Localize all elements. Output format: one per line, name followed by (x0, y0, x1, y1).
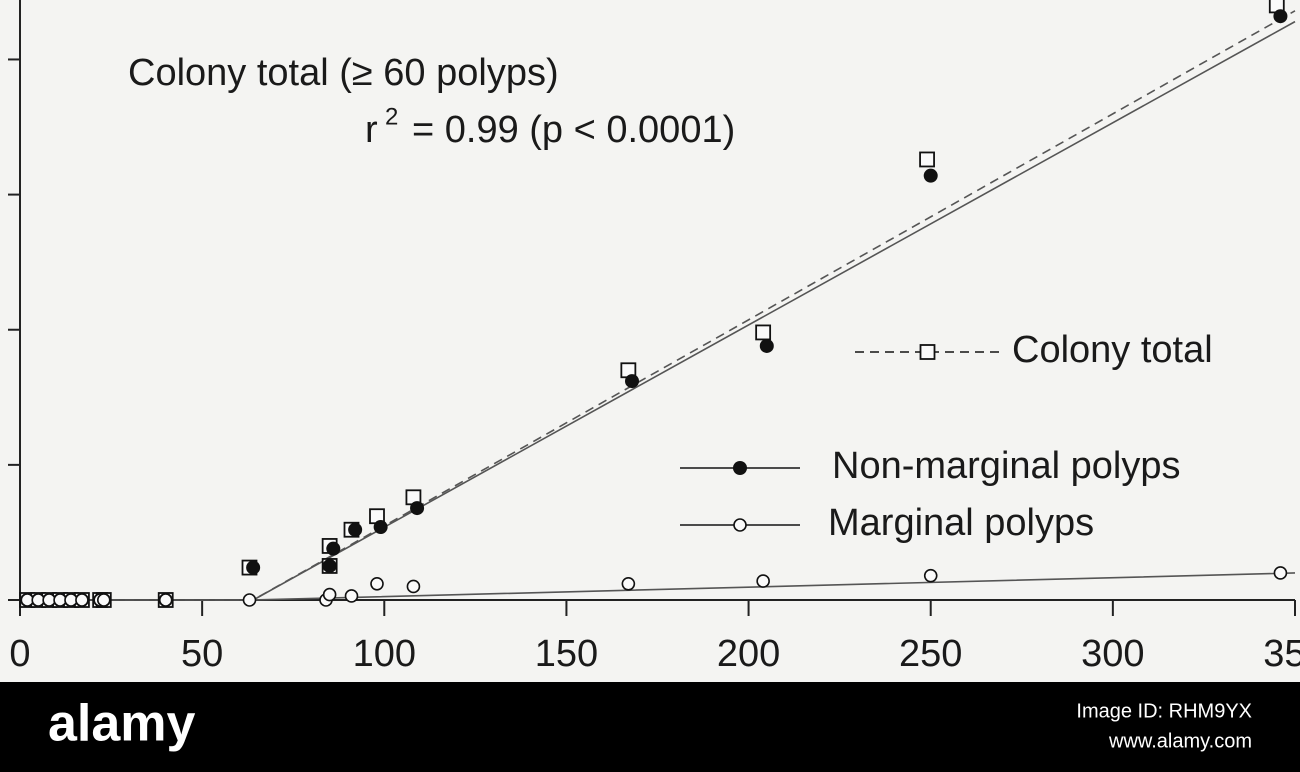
marker-filled (759, 338, 774, 353)
marker-open (242, 593, 257, 607)
marker-open (370, 576, 384, 591)
watermark-banner (0, 682, 1300, 772)
watermark-brand: alamy (48, 695, 196, 753)
x-tick-label: 250 (899, 633, 962, 675)
marker-filled (410, 501, 425, 516)
x-tick-label: 100 (353, 633, 416, 675)
plot-background (0, 0, 1300, 682)
marker-open (96, 593, 111, 607)
marker-open (1273, 566, 1288, 580)
marker-open (406, 579, 421, 594)
marker-filled (923, 168, 938, 183)
marker-square (755, 324, 772, 341)
watermark-id: Image ID: RHM9YX (1076, 700, 1252, 722)
legend-label: Non-marginal polyps (832, 445, 1181, 487)
marker-open (344, 589, 359, 603)
marker-open (756, 574, 770, 588)
marker-open (158, 593, 173, 607)
marker-filled (348, 522, 363, 537)
marker-open (322, 587, 337, 602)
annotation-superscript: 2 (385, 103, 398, 130)
annotation-r: r (365, 109, 378, 151)
marker-filled (246, 560, 261, 575)
marker-open (923, 568, 938, 583)
marker-filled (625, 374, 639, 389)
x-tick-label: 300 (1081, 633, 1144, 675)
marker-open (621, 576, 636, 591)
x-tick-label: 200 (717, 633, 780, 675)
marker-open (75, 593, 89, 607)
legend-label: Colony total (1012, 329, 1213, 371)
marker-filled (1273, 9, 1288, 24)
legend-label: Marginal polyps (828, 502, 1094, 544)
annotation: Colony total (≥ 60 polyps) (128, 52, 559, 94)
x-tick-label: 0 (9, 633, 30, 675)
annotation-stats: = 0.99 (p < 0.0001) (412, 109, 735, 151)
marker-square (919, 151, 935, 168)
x-tick-label: 50 (181, 633, 223, 675)
marker-filled (326, 541, 341, 556)
legend-marker (919, 344, 936, 360)
marker-filled (373, 520, 388, 535)
x-tick-label: 150 (535, 633, 598, 675)
marker-filled (322, 558, 337, 573)
watermark-site: www.alamy.com (1108, 730, 1252, 752)
legend-marker (733, 461, 747, 475)
legend-marker (733, 518, 747, 532)
x-tick-label: 350 (1263, 633, 1300, 675)
